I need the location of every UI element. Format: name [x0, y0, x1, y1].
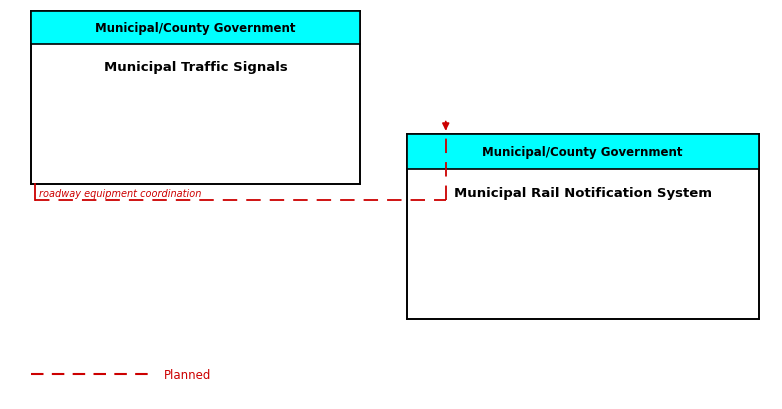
Text: roadway equipment coordination: roadway equipment coordination — [39, 189, 202, 198]
Bar — [407, 135, 759, 170]
Bar — [31, 12, 360, 45]
Text: Municipal/County Government: Municipal/County Government — [95, 22, 296, 35]
Bar — [407, 135, 759, 319]
Text: Municipal Rail Notification System: Municipal Rail Notification System — [454, 186, 712, 199]
Text: Planned: Planned — [164, 368, 212, 381]
Text: Municipal Traffic Signals: Municipal Traffic Signals — [104, 61, 287, 74]
Bar — [31, 12, 360, 184]
Text: Municipal/County Government: Municipal/County Government — [482, 146, 683, 159]
